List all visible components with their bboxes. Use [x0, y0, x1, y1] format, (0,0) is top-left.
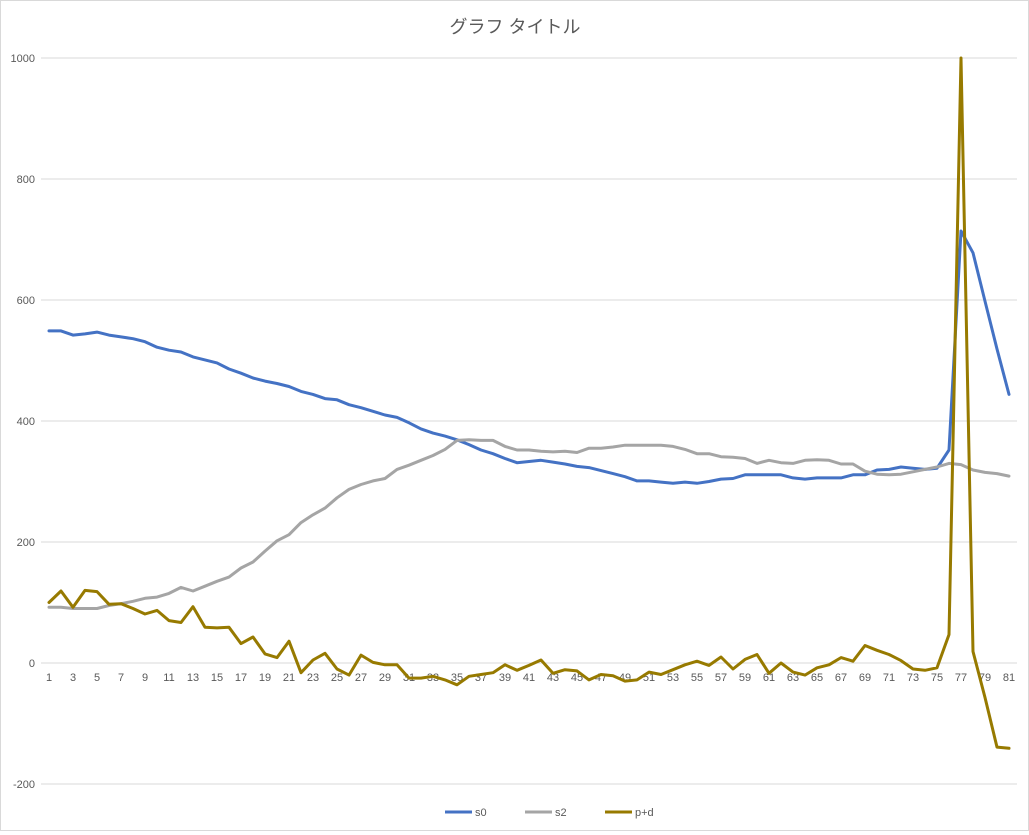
x-tick-label: 41 — [523, 672, 535, 684]
x-tick-label: 3 — [70, 672, 76, 684]
series-lines — [47, 56, 1011, 750]
x-tick-label: 29 — [379, 672, 391, 684]
x-tick-label: 73 — [907, 672, 919, 684]
x-tick-label: 33 — [427, 672, 439, 684]
x-tick-label: 7 — [118, 672, 124, 684]
x-tick-label: 21 — [283, 672, 295, 684]
legend: s0 s2 p+d — [445, 807, 654, 819]
y-axis-tick-labels: -200 0 200 400 600 800 1000 — [11, 53, 35, 791]
legend-label: s0 — [475, 807, 487, 819]
x-tick-label: 55 — [691, 672, 703, 684]
gridlines — [41, 57, 1017, 785]
x-tick-label: 15 — [211, 672, 223, 684]
x-tick-label: 25 — [331, 672, 343, 684]
legend-label: p+d — [635, 807, 654, 819]
y-tick-label: 600 — [17, 295, 35, 307]
series-line-p-d — [47, 56, 1011, 750]
x-tick-label: 39 — [499, 672, 511, 684]
y-tick-label: 800 — [17, 174, 35, 186]
x-tick-label: 1 — [46, 672, 52, 684]
x-tick-label: 61 — [763, 672, 775, 684]
series-line-s0 — [47, 229, 1011, 485]
chart-title: グラフ タイトル — [449, 17, 580, 37]
x-tick-label: 23 — [307, 672, 319, 684]
x-tick-label: 71 — [883, 672, 895, 684]
y-tick-label: 200 — [17, 537, 35, 549]
x-tick-label: 5 — [94, 672, 100, 684]
x-tick-label: 67 — [835, 672, 847, 684]
x-tick-label: 11 — [163, 672, 174, 684]
x-tick-label: 75 — [931, 672, 943, 684]
x-tick-label: 57 — [715, 672, 727, 684]
x-tick-label: 69 — [859, 672, 871, 684]
y-tick-label: 400 — [17, 416, 35, 428]
x-tick-label: 81 — [1003, 672, 1015, 684]
x-axis-tick-labels: 1 3 5 7 9 11 13 15 17 19 21 23 25 27 29 31 33 35 37 39 41 43 4… — [46, 672, 1015, 684]
x-tick-label: 9 — [142, 672, 148, 684]
x-tick-label: 59 — [739, 672, 751, 684]
series-line-s2 — [47, 438, 1011, 610]
x-tick-label: 17 — [235, 672, 247, 684]
x-tick-label: 19 — [259, 672, 271, 684]
x-tick-label: 77 — [955, 672, 967, 684]
x-tick-label: 43 — [547, 672, 559, 684]
x-tick-label: 63 — [787, 672, 799, 684]
y-tick-label: 1000 — [11, 53, 35, 65]
y-tick-label: 0 — [29, 658, 35, 670]
x-tick-label: 53 — [667, 672, 679, 684]
y-tick-label: -200 — [13, 779, 35, 791]
x-tick-label: 13 — [187, 672, 199, 684]
x-tick-label: 65 — [811, 672, 823, 684]
x-tick-label: 27 — [355, 672, 367, 684]
legend-label: s2 — [555, 807, 567, 819]
